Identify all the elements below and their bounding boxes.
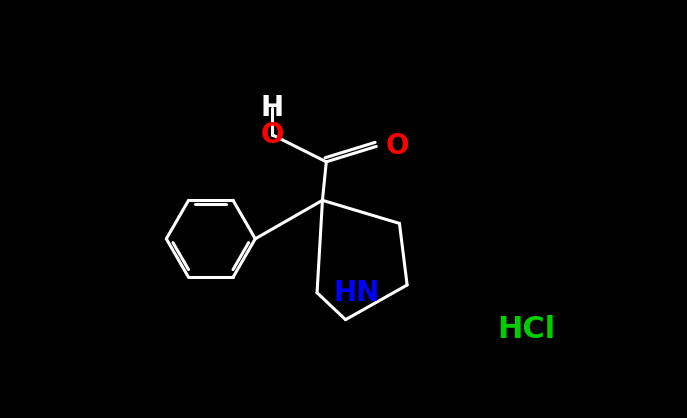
Text: H: H: [261, 94, 284, 122]
Text: HCl: HCl: [497, 315, 556, 344]
Text: HN: HN: [334, 279, 380, 307]
Text: O: O: [385, 133, 409, 161]
Text: O: O: [260, 121, 284, 149]
